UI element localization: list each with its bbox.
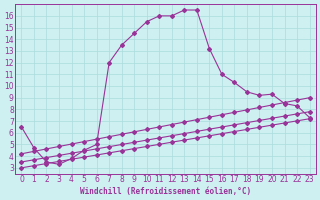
X-axis label: Windchill (Refroidissement éolien,°C): Windchill (Refroidissement éolien,°C) (80, 187, 251, 196)
